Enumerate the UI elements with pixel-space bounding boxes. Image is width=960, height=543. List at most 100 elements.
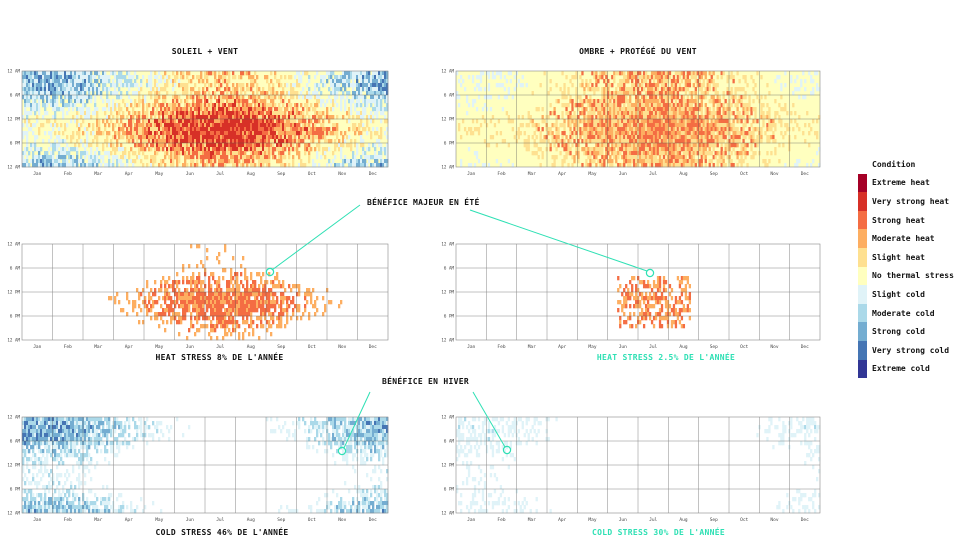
heatmap-ombre-protege-cold: Jan Feb Mar Apr May Jun Jul Aug Sep Oct Nov Dec 12 A…: [441, 415, 821, 523]
legend-item: Strong heat: [858, 210, 954, 230]
month-tick-label: Feb: [497, 171, 505, 177]
legend-label: Moderate cold: [872, 308, 935, 318]
legend-swatch: [858, 322, 867, 341]
legend-label: Slight heat: [872, 252, 925, 262]
month-tick-label: Feb: [497, 517, 505, 523]
month-tick-label: Jun: [186, 517, 194, 523]
month-tick-label: Jun: [619, 517, 627, 523]
heatmap-ombre-protege-heat: Jan Feb Mar Apr May Jun Jul Aug Sep Oct Nov Dec 12 A…: [441, 242, 821, 350]
month-tick-label: Jan: [33, 344, 41, 350]
month-tick-label: Oct: [308, 344, 316, 350]
month-tick-label: Apr: [558, 344, 566, 350]
month-tick-label: Mar: [528, 171, 536, 177]
marker-winter-right: [502, 445, 512, 455]
month-tick-label: Jul: [649, 517, 657, 523]
hour-tick-label: 6 PM: [10, 314, 21, 319]
legend-label: Very strong heat: [872, 196, 950, 206]
legend: Condition Extreme heat Very strong heat …: [858, 155, 954, 379]
marker-summer-left: [265, 267, 275, 277]
month-tick-label: Dec: [801, 517, 809, 523]
legend-label: Extreme heat: [872, 178, 930, 188]
legend-swatch: [858, 192, 867, 211]
caption-cold-stress-ombre: COLD STRESS 30% DE L'ANNÉE: [591, 528, 726, 537]
month-tick-label: Aug: [247, 344, 255, 350]
month-tick-label: Aug: [247, 171, 255, 177]
month-tick-label: Aug: [679, 517, 687, 523]
grid-lines: [22, 94, 388, 144]
legend-item: Slight cold: [858, 285, 954, 304]
heatmap-cells: [22, 71, 389, 168]
month-tick-label: Dec: [801, 171, 809, 177]
month-tick-label: Feb: [64, 517, 72, 523]
legend-swatch: [858, 359, 867, 379]
month-tick-label: Jan: [467, 517, 475, 523]
month-tick-label: Apr: [125, 344, 133, 350]
leader-winter-left: [343, 391, 371, 449]
plot-frame: [21, 243, 389, 341]
month-tick-label: Jun: [186, 344, 194, 350]
month-tick-label: Apr: [558, 171, 566, 177]
legend-swatch: [858, 229, 867, 248]
month-tick-label: Jul: [216, 344, 224, 350]
legend-item: Slight heat: [858, 247, 954, 267]
month-tick-label: Jul: [216, 171, 224, 177]
legend-label: Strong heat: [872, 215, 925, 225]
month-tick-label: Mar: [94, 171, 102, 177]
hour-tick-label: 12 PM: [441, 463, 454, 468]
legend-swatch: [858, 303, 867, 323]
month-tick-label: Aug: [247, 517, 255, 523]
hour-tick-label: 6 AM: [444, 93, 455, 98]
month-tick-label: Jun: [619, 171, 627, 177]
grid-lines: [456, 417, 820, 513]
callout-summer-benefit: BÉNÉFICE MAJEUR EN ÉTÉ: [367, 198, 480, 207]
legend-item: Moderate heat: [858, 229, 954, 248]
legend-label: Very strong cold: [872, 345, 950, 355]
legend-swatch: [858, 285, 867, 304]
month-tick-label: Sep: [710, 344, 718, 350]
hour-tick-label: 12 AM: [441, 338, 454, 343]
hour-tick-label: 6 AM: [10, 439, 21, 444]
hour-tick-label: 12 AM: [7, 338, 20, 343]
month-tick-label: Oct: [740, 344, 748, 350]
callout-winter-benefit: BÉNÉFICE EN HIVER: [382, 377, 469, 386]
month-tick-label: Jun: [619, 344, 627, 350]
month-tick-label: Apr: [558, 517, 566, 523]
grid-lines: [22, 417, 388, 513]
heatmap-soleil-vent-heat: Jan Feb Mar Apr May Jun Jul Aug Sep Oct Nov Dec 12 A…: [7, 242, 389, 350]
heatmap-ombre-protege-all: Jan Feb Mar Apr May Jun Jul Aug Sep Oct Nov Dec 12 A…: [441, 69, 821, 177]
legend-label: Strong cold: [872, 327, 925, 337]
month-tick-label: Feb: [497, 344, 505, 350]
hour-tick-label: 12 AM: [7, 165, 20, 170]
month-tick-label: Apr: [125, 171, 133, 177]
marker-winter-left: [337, 446, 347, 456]
hour-tick-label: 12 AM: [441, 415, 454, 420]
hour-tick-label: 12 PM: [7, 117, 20, 122]
month-tick-label: Jan: [467, 344, 475, 350]
legend-swatch: [858, 266, 867, 286]
month-tick-label: Jul: [649, 344, 657, 350]
legend-swatch: [858, 173, 867, 193]
legend-item: Moderate cold: [858, 303, 954, 323]
month-tick-label: Oct: [740, 171, 748, 177]
caption-heat-stress-ombre: HEAT STRESS 2.5% DE L'ANNÉE: [596, 353, 736, 362]
hour-tick-label: 12 PM: [7, 463, 20, 468]
hour-tick-label: 12 PM: [7, 290, 20, 295]
hour-tick-label: 6 AM: [10, 93, 21, 98]
plot-frame: [455, 243, 821, 341]
legend-item: Extreme heat: [858, 173, 954, 193]
marker-summer-right: [645, 268, 655, 278]
legend-label: Extreme cold: [872, 364, 930, 374]
month-tick-label: May: [155, 344, 163, 350]
hour-tick-label: 12 AM: [7, 511, 20, 516]
month-tick-label: Apr: [125, 517, 133, 523]
hour-tick-label: 6 PM: [10, 141, 21, 146]
title-ombre-protege: OMBRE + PROTÉGÉ DU VENT: [579, 47, 697, 56]
legend-item: No thermal stress: [858, 266, 954, 286]
month-tick-label: Jul: [649, 171, 657, 177]
month-tick-label: Jun: [186, 171, 194, 177]
heatmap-cells: [108, 244, 343, 341]
heatmap-cells: [456, 71, 821, 168]
month-tick-label: Feb: [64, 171, 72, 177]
hour-tick-label: 6 PM: [10, 487, 21, 492]
month-tick-label: Nov: [338, 171, 346, 177]
